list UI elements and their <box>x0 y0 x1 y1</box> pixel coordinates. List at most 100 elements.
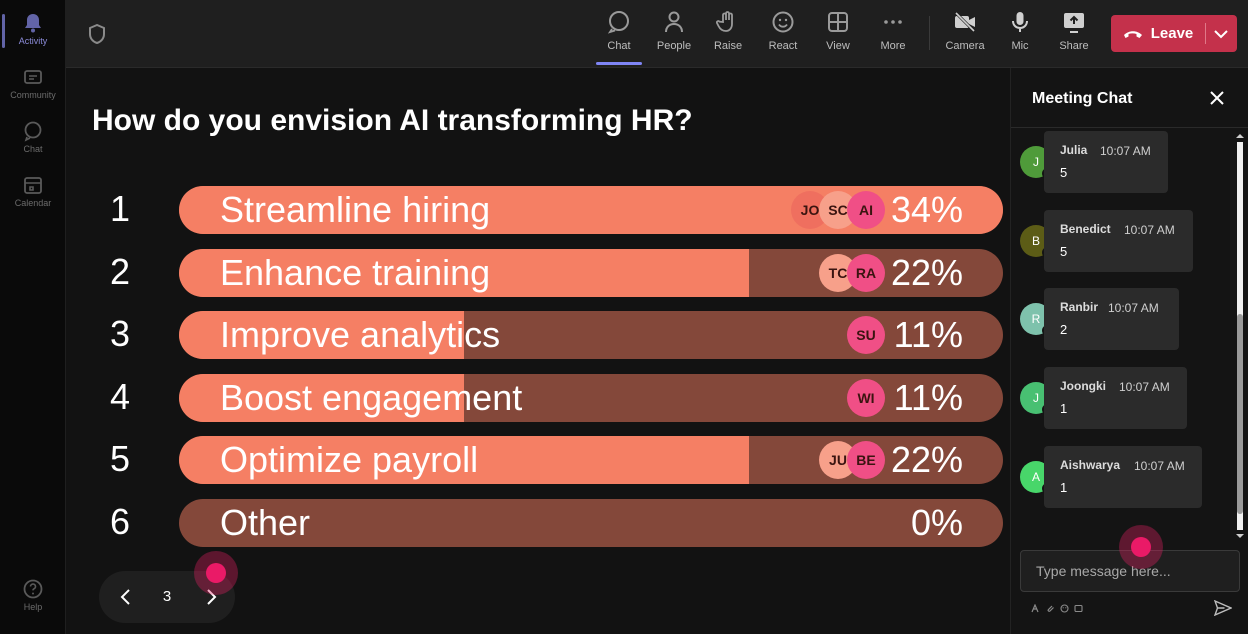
meeting-chat-panel: Meeting Chat J Julia 10:07 AM 5 B Benedict 10:… <box>1010 68 1248 634</box>
chat-message-input[interactable] <box>1020 550 1240 592</box>
scroll-down-arrow-icon[interactable] <box>1236 532 1244 540</box>
community-icon <box>24 70 42 84</box>
voter-avatar[interactable]: SC <box>819 191 857 229</box>
raise-hand-button[interactable]: Raise <box>703 10 753 52</box>
rail-item-chat[interactable]: Chat <box>0 120 66 154</box>
chat-message[interactable]: Julia 10:07 AM 5 <box>1044 131 1168 193</box>
smiley-icon <box>772 11 794 33</box>
app-rail: Activity Community Chat Calendar Help <box>0 0 66 634</box>
rail-label-calendar: Calendar <box>14 198 52 208</box>
voter-avatar[interactable]: BE <box>847 441 885 479</box>
camera-label: Camera <box>945 40 985 52</box>
scroll-up-arrow-icon[interactable] <box>1236 132 1244 140</box>
emoji-icon[interactable] <box>1060 604 1069 613</box>
mic-button[interactable]: Mic <box>995 10 1045 52</box>
more-dots-icon <box>884 20 902 24</box>
voter-avatar[interactable]: AI <box>847 191 885 229</box>
option-number: 5 <box>109 438 131 479</box>
meeting-toolbar: Chat People Raise React View More Camera <box>66 0 1248 68</box>
option-percentage: 0% <box>910 501 963 543</box>
camera-button[interactable]: Camera <box>940 10 990 52</box>
poll-question: How do you envision AI transforming HR? <box>92 104 693 137</box>
option-label: Streamline hiring <box>220 189 491 230</box>
option-percentage: 11% <box>893 376 963 418</box>
message-text: 2 <box>1060 322 1068 338</box>
message-timestamp: 10:07 AM <box>1119 380 1170 395</box>
share-label: Share <box>1059 40 1089 52</box>
option-number: 1 <box>109 188 131 229</box>
leave-divider <box>1205 23 1206 44</box>
react-button[interactable]: React <box>758 10 808 52</box>
rail-label-chat: Chat <box>23 144 43 154</box>
rail-item-calendar[interactable]: Calendar <box>0 174 66 208</box>
option-number: 3 <box>109 313 131 354</box>
people-button[interactable]: People <box>649 10 699 52</box>
view-button[interactable]: View <box>813 10 863 52</box>
poll-option-bar: Boost engagement 11% WI <box>179 373 1003 422</box>
send-icon[interactable] <box>1214 600 1232 616</box>
poll-option-bar: Improve analytics 11% SU <box>179 311 1003 359</box>
chat-icon <box>607 11 629 34</box>
scrollbar-thumb[interactable] <box>1237 314 1243 514</box>
page-number: 3 <box>162 588 172 605</box>
rail-label-help: Help <box>23 602 43 612</box>
chevron-right-icon[interactable] <box>201 587 221 607</box>
message-timestamp: 10:07 AM <box>1100 144 1151 158</box>
voter-avatar[interactable]: RA <box>847 253 885 292</box>
chat-icon <box>24 121 42 142</box>
share-screen-icon <box>1064 13 1084 33</box>
more-button[interactable]: More <box>868 10 918 52</box>
grid-view-icon <box>828 12 848 32</box>
camera-off-icon <box>954 11 976 33</box>
sender-name: Julia <box>1060 143 1088 157</box>
rail-item-help[interactable]: Help <box>0 578 66 612</box>
option-label: Improve analytics <box>220 314 501 355</box>
mic-label: Mic <box>1011 40 1029 52</box>
gif-icon[interactable] <box>1074 604 1083 613</box>
chat-message[interactable]: Joongki 10:07 AM 1 <box>1044 367 1187 430</box>
rail-item-community[interactable]: Community <box>0 66 66 100</box>
poll-option-bar: Other 0% <box>179 498 1003 547</box>
message-timestamp: 10:07 AM <box>1124 222 1175 237</box>
option-fill <box>179 311 465 359</box>
microphone-icon <box>1012 12 1028 32</box>
leave-main[interactable]: Leave <box>1111 15 1205 52</box>
sender-name: Aishwarya <box>1060 457 1121 472</box>
leave-button[interactable]: Leave <box>1111 15 1237 52</box>
avatar-initial: A <box>1031 469 1040 484</box>
close-icon[interactable] <box>1209 90 1225 106</box>
poll-option-bar: Streamline hiring 34% JO SC AI <box>179 186 1003 234</box>
avatar-initial: R <box>1031 312 1041 327</box>
option-percentage: 22% <box>890 439 963 480</box>
rail-label-activity: Activity <box>18 36 48 46</box>
chevron-left-icon[interactable] <box>116 587 136 607</box>
chat-header: Meeting Chat <box>1011 68 1248 128</box>
option-fill <box>179 373 465 422</box>
chat-message[interactable]: Benedict 10:07 AM 5 <box>1044 209 1193 272</box>
rail-item-activity[interactable]: Activity <box>0 12 66 48</box>
avatar-initial: J <box>1033 391 1039 406</box>
poll-results-stage: How do you envision AI transforming HR? … <box>66 68 1010 634</box>
chevron-down-icon[interactable] <box>1209 23 1233 44</box>
chat-message[interactable]: Ranbir 10:07 AM 2 <box>1044 288 1179 351</box>
option-fill <box>179 436 750 484</box>
voter-avatars: SU <box>847 316 885 354</box>
voter-avatar[interactable]: SU <box>847 316 885 354</box>
leave-label: Leave <box>1150 25 1194 42</box>
sender-name: Benedict <box>1060 221 1111 236</box>
voter-avatar[interactable]: WI <box>847 378 885 417</box>
option-label: Other <box>220 501 311 543</box>
chat-button[interactable]: Chat <box>594 10 644 65</box>
attach-icon[interactable] <box>1046 604 1055 613</box>
format-icon[interactable] <box>1031 604 1040 613</box>
poll-option-bar: Optimize payroll 22% JU BE <box>179 436 1003 484</box>
shield-icon[interactable] <box>88 24 106 44</box>
voter-avatars: JU BE <box>819 441 885 479</box>
option-number: 2 <box>109 250 131 292</box>
view-label: View <box>826 40 850 52</box>
share-button[interactable]: Share <box>1049 10 1099 52</box>
message-text: 5 <box>1060 243 1068 259</box>
chat-scrollbar[interactable] <box>1234 130 1246 542</box>
message-timestamp: 10:07 AM <box>1134 458 1185 473</box>
chat-message[interactable]: Aishwarya 10:07 AM 1 <box>1044 445 1202 508</box>
